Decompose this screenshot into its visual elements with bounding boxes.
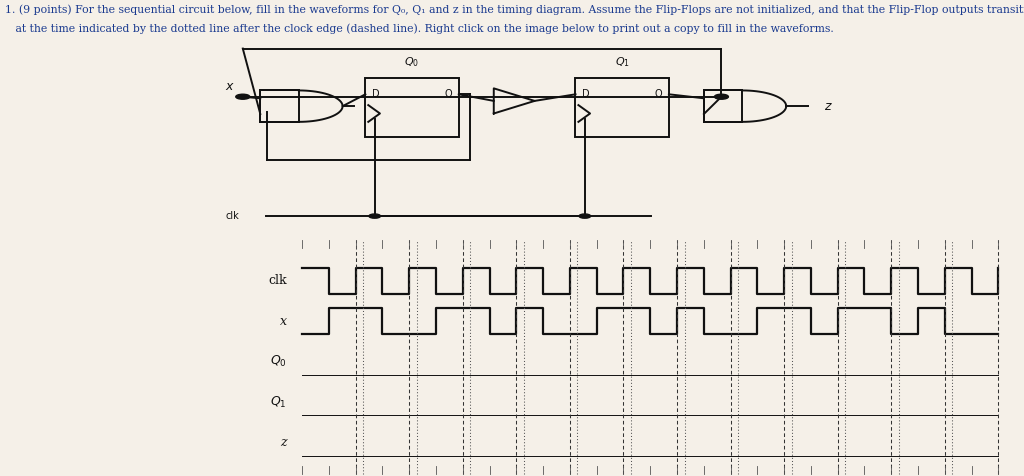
Text: Q: Q [444, 89, 452, 99]
Text: $Q_0$: $Q_0$ [270, 354, 287, 369]
Circle shape [236, 94, 250, 99]
Bar [575, 78, 669, 137]
Text: x: x [225, 79, 232, 92]
Text: z: z [281, 436, 287, 449]
Bar [703, 90, 742, 122]
Text: D: D [583, 89, 590, 99]
Text: $Q_0$: $Q_0$ [404, 56, 420, 69]
Text: x: x [280, 315, 287, 328]
Circle shape [579, 214, 591, 218]
Bar [366, 78, 459, 137]
Text: clk: clk [268, 274, 287, 288]
Text: z: z [824, 99, 830, 113]
Text: Q: Q [654, 89, 662, 99]
Circle shape [369, 214, 381, 218]
Text: 1. (9 points) For the sequential circuit below, fill in the waveforms for Q₀, Q₁: 1. (9 points) For the sequential circuit… [5, 5, 1024, 15]
Circle shape [715, 94, 728, 99]
Text: D: D [373, 89, 380, 99]
Bar [260, 90, 299, 122]
Text: $Q_1$: $Q_1$ [614, 56, 630, 69]
Text: at the time indicated by the dotted line after the clock edge (dashed line). Rig: at the time indicated by the dotted line… [5, 23, 834, 34]
Text: $Q_1$: $Q_1$ [270, 395, 287, 410]
Text: clk: clk [225, 211, 239, 221]
